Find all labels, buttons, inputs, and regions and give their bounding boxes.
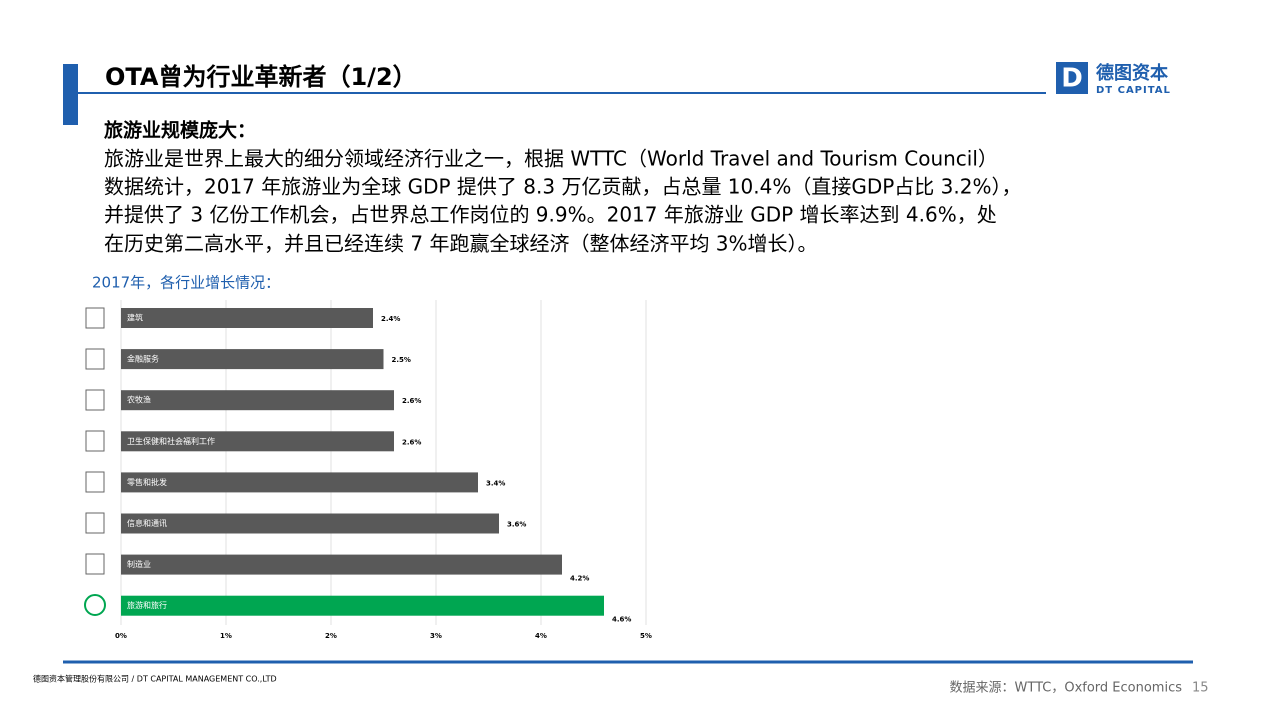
x-tick-label: 4% xyxy=(535,632,547,640)
icon xyxy=(85,348,105,370)
x-tick-label: 2% xyxy=(325,632,337,640)
bar xyxy=(121,390,394,411)
page-number: 15 xyxy=(1192,681,1209,696)
category-label: 建筑 xyxy=(127,313,143,323)
bar xyxy=(121,513,499,534)
x-tick-label: 1% xyxy=(220,632,232,640)
body-heading: 旅游业规模庞大： xyxy=(104,119,256,142)
value-label: 2.5% xyxy=(392,356,411,364)
bar xyxy=(121,308,373,328)
body-line: 并提供了 3 亿份工作机会，占世界总工作岗位的 9.9%。2017 年旅游业 G… xyxy=(104,203,997,227)
value-label: 4.2% xyxy=(570,575,589,583)
category-label: 卫生保健和社会福利工作 xyxy=(127,436,215,446)
category-label: 金融服务 xyxy=(127,354,159,364)
icon xyxy=(84,594,106,616)
footer-company: 德图资本管理股份有限公司 / DT CAPITAL MANAGEMENT CO.… xyxy=(33,674,277,684)
value-label: 3.6% xyxy=(507,521,526,529)
category-label: 旅游和旅行 xyxy=(127,600,167,610)
bar xyxy=(121,349,384,370)
value-label: 3.4% xyxy=(486,479,505,487)
body-line: 在历史第二高水平，并且已经连续 7 年跑赢全球经济（整体经济平均 3%增长）。 xyxy=(104,232,818,256)
value-label: 4.6% xyxy=(612,616,631,624)
icon xyxy=(85,512,105,534)
bar xyxy=(121,472,478,493)
icon xyxy=(85,430,105,452)
value-label: 2.6% xyxy=(402,438,421,446)
accent-bar xyxy=(63,64,78,125)
value-label: 2.6% xyxy=(402,397,421,405)
category-label: 制造业 xyxy=(127,559,151,569)
value-label: 2.4% xyxy=(381,315,400,323)
bar xyxy=(121,554,562,575)
category-label: 零售和批发 xyxy=(127,477,167,487)
x-tick-label: 5% xyxy=(640,632,652,640)
slide-title: OTA曾为行业革新者（1/2） xyxy=(105,63,417,91)
category-label: 信息和通讯 xyxy=(127,518,167,528)
logo-en: DT CAPITAL xyxy=(1096,85,1171,96)
icon xyxy=(85,471,105,493)
bar xyxy=(121,431,394,452)
category-label: 农牧渔 xyxy=(127,395,151,405)
icon xyxy=(85,389,105,411)
logo-cn: 德图资本 xyxy=(1096,62,1168,84)
icon xyxy=(85,307,105,329)
body-line: 数据统计，2017 年旅游业为全球 GDP 提供了 8.3 万亿贡献，占总量 1… xyxy=(104,175,1021,199)
icon xyxy=(85,553,105,575)
footer-source: 数据来源：WTTC，Oxford Economics xyxy=(950,681,1183,696)
bar xyxy=(121,595,604,616)
x-tick-label: 0% xyxy=(115,632,127,640)
logo-box xyxy=(1056,62,1088,94)
x-tick-label: 3% xyxy=(430,632,442,640)
chart-subtitle: 2017年，各行业增长情况： xyxy=(92,274,280,292)
logo-mark: D xyxy=(1061,64,1083,94)
icons xyxy=(84,307,106,616)
body-line: 旅游业是世界上最大的细分领域经济行业之一，根据 WTTC（World Trave… xyxy=(104,147,998,171)
